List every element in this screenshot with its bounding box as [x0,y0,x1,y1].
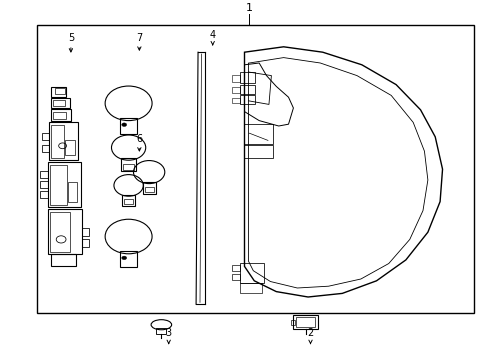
Bar [239,95,255,104]
Bar [232,75,239,82]
Bar [82,228,89,236]
Circle shape [122,256,126,260]
Bar [55,88,64,94]
Bar [290,320,294,325]
Bar [121,158,136,171]
Bar [51,125,63,158]
Bar [243,145,272,158]
Bar [120,251,137,267]
Text: 3: 3 [165,328,171,338]
Bar [49,122,78,160]
Text: 4: 4 [209,30,215,40]
Bar [232,98,239,103]
Bar [232,265,239,271]
Bar [232,274,239,280]
Bar [53,100,65,106]
Bar [53,112,66,119]
Bar [50,212,70,252]
Bar [68,182,77,202]
Bar [120,118,137,134]
Bar [293,315,317,329]
Bar [243,124,272,144]
Bar [142,182,155,194]
Bar [144,187,153,192]
Bar [40,181,48,188]
Bar [239,72,255,83]
Bar [156,328,166,334]
Circle shape [122,123,126,126]
Bar [239,263,264,283]
Bar [124,199,133,204]
Bar [51,98,70,108]
Text: 6: 6 [136,134,142,144]
Bar [123,164,134,170]
Bar [48,162,81,207]
Bar [50,165,67,205]
Text: 7: 7 [136,33,142,43]
Bar [51,87,66,97]
Bar [239,283,261,293]
Bar [65,140,75,155]
Text: 2: 2 [307,328,313,338]
Bar [40,191,48,198]
Bar [41,145,49,152]
Bar [51,109,71,121]
Text: 5: 5 [68,33,74,43]
Bar [41,133,49,140]
Bar [40,171,48,178]
Bar [239,85,255,94]
Bar [295,317,315,327]
Bar [48,209,82,254]
Bar [122,194,135,206]
Bar [82,239,89,247]
Text: 1: 1 [245,3,252,13]
Bar [232,87,239,93]
Bar [37,25,473,313]
Bar [51,254,76,266]
